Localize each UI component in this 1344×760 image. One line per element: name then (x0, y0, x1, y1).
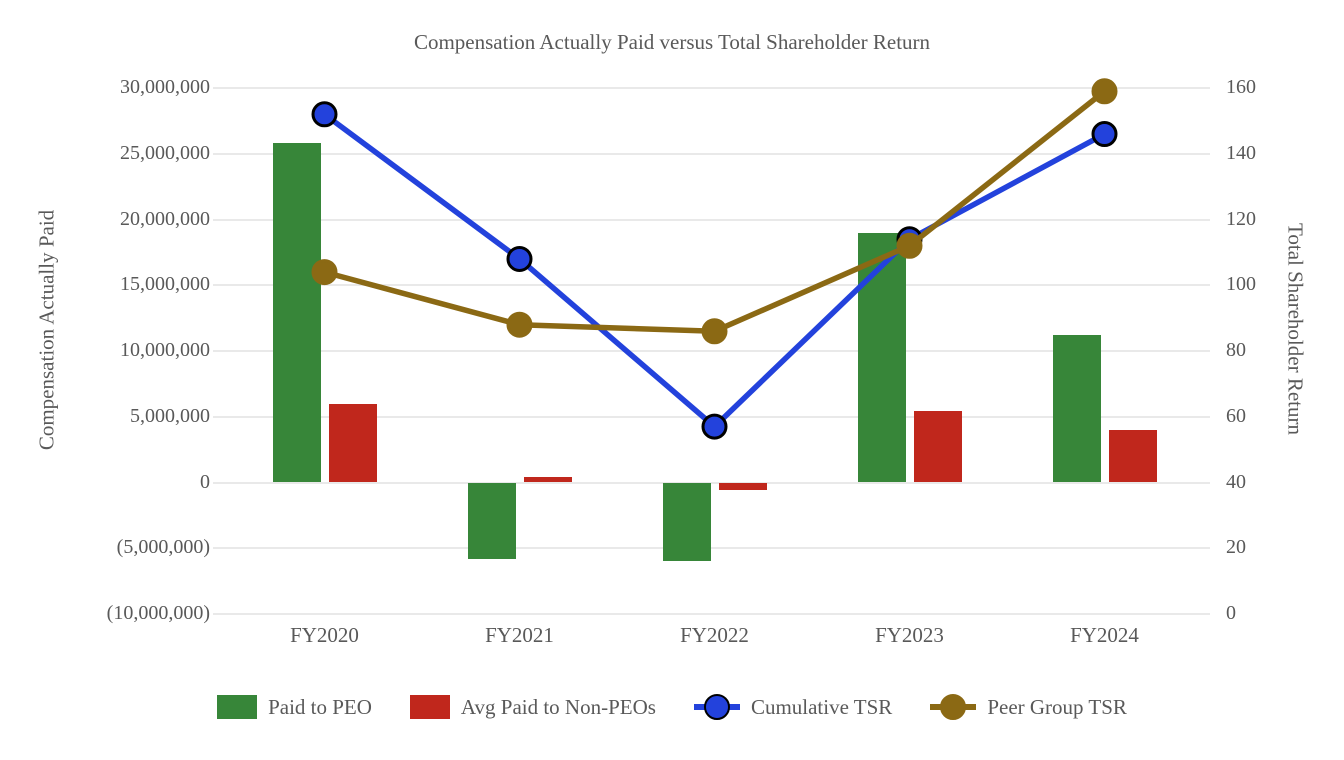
marker-cumulative-tsr-fy2020 (311, 101, 338, 128)
right-axis-tick-label: 160 (1226, 76, 1256, 99)
bar-avg-paid-to-non-peos-fy2022 (718, 482, 767, 491)
x-tick-label-fy2023: FY2023 (875, 623, 944, 647)
bar-avg-paid-to-non-peos-fy2024 (1108, 429, 1157, 483)
left-axis-ticks: 30,000,000 25,000,000 20,000,000 15,000,000… (55, 76, 210, 624)
bar-avg-paid-to-non-peos-fy2021 (523, 477, 572, 483)
right-axis-tick-label: 60 (1226, 404, 1246, 427)
peer-group-tsr-marker-icon (930, 693, 977, 721)
chart-title: Compensation Actually Paid versus Total … (413, 30, 931, 54)
bar-paid-to-peo-fy2024 (1052, 335, 1101, 483)
right-axis-tick-label: 20 (1226, 536, 1246, 559)
legend-label-avg-paid-to-non-peos: Avg Paid to Non-PEOs (460, 694, 656, 719)
gridline (213, 613, 1210, 615)
marker-peer-group-tsr-fy2024 (1091, 78, 1118, 105)
bar-paid-to-peo-fy2020 (272, 143, 321, 483)
paid-to-peo-swatch-icon (217, 695, 258, 719)
legend-item-paid-to-peo: Paid to PEO (217, 695, 372, 720)
left-axis-tick-label: 15,000,000 (120, 273, 210, 296)
marker-peer-group-tsr-fy2023 (896, 232, 923, 259)
right-axis-tick-label: 80 (1226, 339, 1246, 362)
left-axis-tick-label: 10,000,000 (120, 339, 210, 362)
right-axis-tick-label: 120 (1226, 207, 1256, 230)
legend: Paid to PEO Avg Paid to Non-PEOs Cumulat… (0, 690, 1344, 724)
marker-cumulative-tsr-fy2024 (1091, 121, 1118, 148)
right-axis-tick-label: 0 (1226, 602, 1236, 625)
marker-peer-group-tsr-fy2020 (311, 259, 338, 286)
gridline (213, 218, 1210, 221)
cumulative-tsr-marker-icon (693, 693, 740, 721)
line-cumulative-tsr (322, 112, 1106, 431)
tsr-lines-layer (311, 78, 1118, 440)
legend-item-avg-paid-to-non-peos: Avg Paid to Non-PEOs (409, 694, 656, 720)
bar-avg-paid-to-non-peos-fy2020 (328, 403, 377, 483)
legend-label-paid-to-peo: Paid to PEO (268, 694, 372, 719)
left-axis-tick-label: 30,000,000 (120, 76, 210, 99)
left-axis-tick-label: 5,000,000 (130, 404, 210, 427)
right-axis-tick-label: 100 (1226, 273, 1256, 296)
x-tick-label-fy2024: FY2024 (1070, 623, 1139, 647)
x-tick-label-fy2022: FY2022 (680, 623, 749, 647)
right-axis-tick-label: 140 (1226, 141, 1256, 164)
line-peer-group-tsr (323, 89, 1107, 335)
x-tick-label-fy2021: FY2021 (485, 623, 554, 647)
gridline (213, 481, 1210, 484)
gridline (213, 547, 1210, 550)
gridline (213, 152, 1210, 155)
bar-paid-to-peo-fy2021 (467, 482, 516, 559)
left-axis-tick-label: (10,000,000) (106, 602, 210, 625)
left-axis-tick-label: 25,000,000 (120, 141, 210, 164)
x-axis-ticks: FY2020 FY2021 FY2022 FY2023 FY2024 (227, 623, 1202, 653)
marker-cumulative-tsr-fy2021 (506, 245, 533, 272)
left-axis-tick-label: (5,000,000) (116, 536, 210, 559)
bar-avg-paid-to-non-peos-fy2023 (913, 411, 962, 483)
left-axis-tick-label: 0 (200, 470, 210, 493)
gridline (213, 284, 1210, 287)
marker-cumulative-tsr-fy2022 (701, 413, 728, 440)
left-axis-tick-label: 20,000,000 (120, 207, 210, 230)
x-tick-label-fy2020: FY2020 (290, 623, 359, 647)
gridline (213, 350, 1210, 352)
right-axis-ticks: 160 140 120 100 80 60 40 20 0 (1226, 76, 1316, 624)
avg-paid-to-non-peos-swatch-icon (409, 695, 450, 719)
marker-peer-group-tsr-fy2022 (701, 318, 728, 345)
plot-area (213, 78, 1210, 615)
bar-paid-to-peo-fy2022 (662, 482, 711, 562)
right-axis-tick-label: 40 (1226, 470, 1246, 493)
legend-item-cumulative-tsr: Cumulative TSR (693, 693, 893, 721)
legend-label-cumulative-tsr: Cumulative TSR (750, 694, 893, 719)
legend-label-peer-group-tsr: Peer Group TSR (987, 694, 1127, 719)
bar-paid-to-peo-fy2023 (857, 232, 906, 483)
marker-peer-group-tsr-fy2021 (506, 311, 533, 338)
gridline (213, 87, 1210, 89)
legend-item-peer-group-tsr: Peer Group TSR (930, 693, 1127, 721)
